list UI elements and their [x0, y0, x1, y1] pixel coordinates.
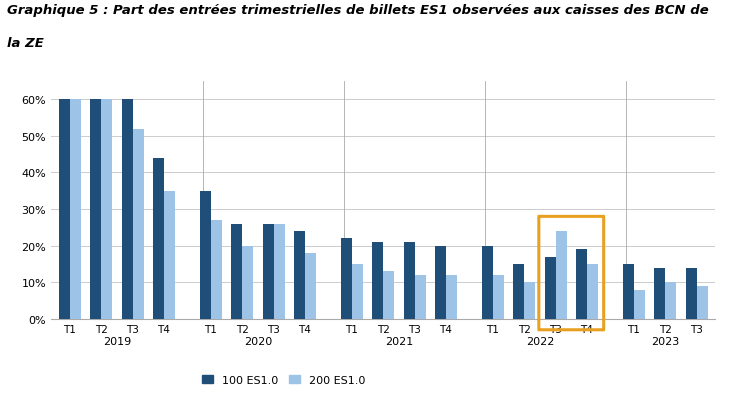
Bar	[415, 275, 426, 319]
Text: 2023: 2023	[651, 336, 680, 346]
Bar	[482, 246, 493, 319]
Bar	[435, 246, 446, 319]
Bar	[654, 268, 665, 319]
Bar	[211, 220, 222, 319]
Bar	[263, 224, 274, 319]
Bar	[493, 275, 504, 319]
Bar	[524, 283, 535, 319]
Bar	[231, 224, 242, 319]
Bar	[623, 264, 634, 319]
Bar	[305, 253, 316, 319]
Bar	[576, 249, 587, 319]
Bar	[91, 100, 101, 319]
Bar	[545, 257, 556, 319]
Text: 2021: 2021	[385, 336, 413, 346]
Bar	[634, 290, 645, 319]
Bar	[153, 158, 164, 319]
Legend: 100 ES1.0, 200 ES1.0: 100 ES1.0, 200 ES1.0	[197, 371, 370, 389]
Bar	[556, 231, 566, 319]
Bar	[587, 264, 598, 319]
Bar	[404, 243, 415, 319]
Text: 2020: 2020	[244, 336, 272, 346]
Bar	[341, 239, 352, 319]
Bar	[685, 268, 696, 319]
Bar	[242, 246, 253, 319]
Bar	[513, 264, 524, 319]
Bar	[59, 100, 70, 319]
Text: Graphique 5 : Part des entrées trimestrielles de billets ES1 observées aux caiss: Graphique 5 : Part des entrées trimestri…	[7, 4, 709, 17]
Bar	[383, 272, 394, 319]
Text: 2019: 2019	[103, 336, 131, 346]
Bar	[446, 275, 457, 319]
Bar	[101, 100, 112, 319]
Bar	[274, 224, 285, 319]
Bar	[200, 191, 211, 319]
Bar	[665, 283, 676, 319]
Bar	[696, 286, 707, 319]
Text: 2022: 2022	[526, 336, 554, 346]
Bar	[164, 191, 175, 319]
Bar	[122, 100, 133, 319]
Bar	[372, 243, 383, 319]
Bar	[70, 100, 81, 319]
Bar	[294, 231, 305, 319]
Bar	[352, 264, 363, 319]
Text: la ZE: la ZE	[7, 37, 44, 50]
Bar	[133, 129, 144, 319]
